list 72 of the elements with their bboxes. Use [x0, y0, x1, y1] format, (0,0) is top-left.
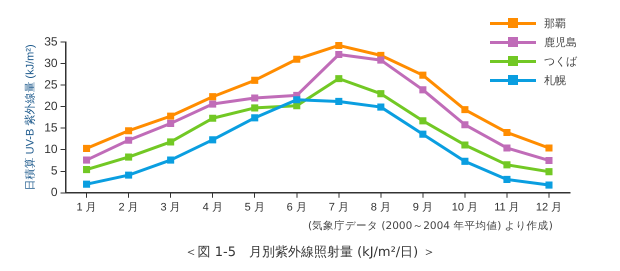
- point: [545, 182, 553, 189]
- point: [503, 144, 510, 152]
- point: [251, 94, 258, 102]
- point: [209, 100, 216, 108]
- point: [209, 93, 216, 100]
- x-tick-label: 12 月: [536, 201, 562, 214]
- point: [545, 144, 553, 152]
- legend-label: つくば: [544, 54, 577, 69]
- point: [335, 50, 342, 58]
- y-axis-title: 日積算 UV-B 紫外線量 (kJ/m²): [24, 44, 37, 190]
- point: [503, 176, 510, 183]
- point: [209, 136, 216, 144]
- point: [503, 161, 510, 168]
- point: [293, 96, 300, 104]
- y-tick-label: 0: [50, 185, 58, 200]
- point: [335, 98, 342, 105]
- y-tick-label: 10: [44, 142, 58, 156]
- legend-label: 那覇: [544, 16, 566, 31]
- x-tick-label: 3 月: [160, 201, 181, 214]
- point: [461, 141, 468, 149]
- x-tick-label: 10 月: [452, 201, 478, 214]
- x-tick-label: 2 月: [118, 201, 139, 214]
- point: [125, 154, 132, 161]
- legend-label: 札幌: [544, 73, 566, 88]
- point: [167, 120, 174, 127]
- legend-label: 鹿児島: [544, 35, 577, 50]
- point: [461, 158, 468, 165]
- y-tick-label: 30: [44, 56, 58, 70]
- y-tick-label: 20: [44, 98, 58, 113]
- x-tick-label: 6 月: [286, 201, 307, 214]
- point: [167, 138, 174, 146]
- point: [125, 136, 132, 144]
- point: [461, 121, 468, 128]
- x-tick-label: 9 月: [412, 201, 433, 214]
- point: [335, 75, 342, 82]
- point: [419, 117, 426, 124]
- point: [377, 90, 384, 98]
- point: [419, 130, 426, 138]
- x-tick-label: 7 月: [328, 201, 349, 214]
- x-tick-label: 5 月: [244, 201, 265, 214]
- point: [125, 172, 132, 179]
- point: [83, 144, 90, 152]
- x-tick-label: 11 月: [494, 201, 520, 214]
- x-tick-label: 1 月: [76, 201, 97, 214]
- point: [503, 128, 510, 136]
- text: ＜図 1-5 月別紫外線照射量 (kJ/m²/日) ＞: [184, 244, 436, 261]
- point: [293, 56, 300, 63]
- point: [461, 106, 468, 114]
- y-tick-label: 5: [50, 164, 58, 178]
- x-tick-label: 8 月: [370, 201, 391, 214]
- text: (気象庁データ (2000～2004 年平均値) より作成): [308, 219, 553, 233]
- point: [251, 76, 258, 84]
- y-tick-label: 15: [44, 120, 58, 134]
- point: [377, 104, 384, 111]
- point: [251, 104, 258, 112]
- x-tick-label: 4 月: [202, 201, 223, 214]
- point: [167, 156, 174, 164]
- point: [335, 42, 342, 49]
- point: [419, 86, 426, 94]
- y-tick-label: 25: [44, 77, 58, 92]
- point: [209, 114, 216, 122]
- point: [545, 156, 553, 164]
- point: [125, 127, 132, 134]
- point: [83, 166, 90, 174]
- point: [83, 180, 90, 188]
- point: [251, 114, 258, 122]
- point: [545, 168, 553, 176]
- y-tick-label: 35: [44, 34, 58, 48]
- point: [377, 56, 384, 64]
- point: [419, 72, 426, 79]
- point: [167, 112, 174, 120]
- point: [83, 156, 90, 164]
